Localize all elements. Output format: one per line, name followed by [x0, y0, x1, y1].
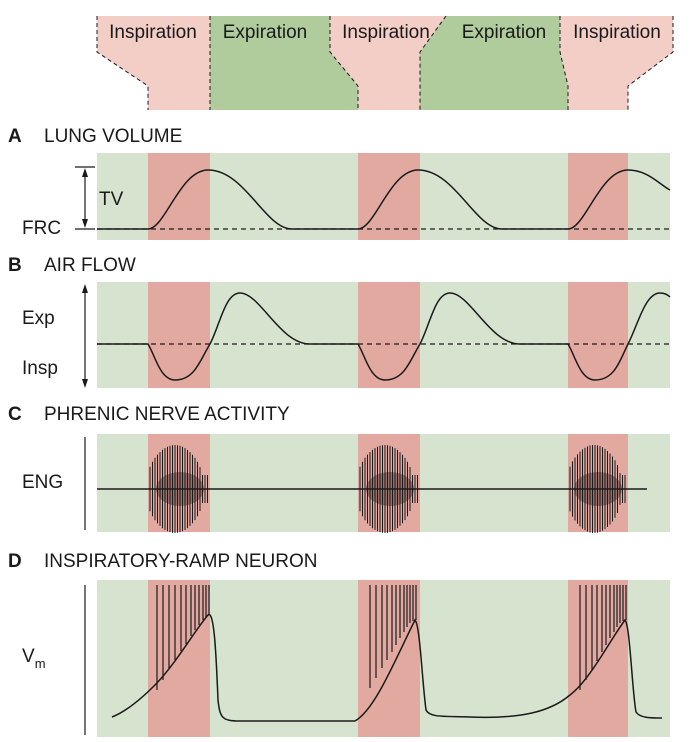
- air-flow-trace: [97, 292, 671, 381]
- lung-volume-trace: [97, 169, 671, 230]
- panel-b-insp-band-2: [358, 282, 420, 388]
- header-borders: [96, 15, 674, 110]
- panel-d-title: INSPIRATORY-RAMP NEURON: [44, 551, 317, 572]
- exp-label: Exp: [22, 308, 55, 329]
- tv-arrowhead-up: [82, 168, 88, 177]
- header-inspiration-3: [560, 16, 673, 110]
- vm-label: Vm: [22, 646, 46, 671]
- panel-c-title: PHRENIC NERVE ACTIVITY: [44, 404, 290, 425]
- header-label-inspiration-1: Inspiration: [109, 22, 197, 43]
- phase-header: Inspiration Expiration Inspiration Expir…: [96, 15, 674, 110]
- panel-a: A LUNG VOLUME TV FRC: [8, 126, 671, 240]
- border-3: [329, 16, 359, 110]
- flow-axis-arrow: [82, 284, 88, 388]
- panel-b: B AIR FLOW Exp Insp: [8, 255, 671, 388]
- panel-b-letter: B: [8, 255, 22, 276]
- header-inspiration-2: [330, 16, 446, 110]
- panel-a-insp-band-2: [358, 153, 420, 240]
- header-label-expiration-1: Expiration: [223, 22, 308, 43]
- ramp-spikes: [156, 585, 627, 690]
- insp-label: Insp: [22, 358, 58, 379]
- tv-bracket: [75, 166, 95, 230]
- header-inspiration-1: [97, 16, 210, 110]
- border-5: [559, 16, 569, 110]
- panel-d-insp-band-3: [568, 580, 628, 737]
- panel-a-letter: A: [8, 126, 22, 147]
- frc-label: FRC: [22, 218, 61, 239]
- panel-b-insp-band-3: [568, 282, 628, 388]
- header-label-expiration-2: Expiration: [462, 22, 547, 43]
- border-4: [419, 15, 447, 110]
- panel-c: C PHRENIC NERVE ACTIVITY ENG: [8, 404, 670, 533]
- panel-d-insp-band-1: [148, 580, 210, 737]
- eng-label: ENG: [22, 472, 63, 493]
- membrane-potential-trace: [111, 614, 663, 722]
- border-1: [96, 16, 149, 110]
- header-label-inspiration-2: Inspiration: [342, 22, 430, 43]
- panel-d: D INSPIRATORY-RAMP NEURON Vm: [8, 551, 670, 737]
- panel-a-title: LUNG VOLUME: [44, 126, 182, 147]
- header-label-inspiration-3: Inspiration: [573, 22, 661, 43]
- panel-a-insp-band-1: [148, 153, 210, 240]
- panel-d-letter: D: [8, 551, 22, 572]
- border-6: [627, 16, 674, 110]
- panel-b-title: AIR FLOW: [44, 255, 136, 276]
- panel-a-insp-band-3: [568, 153, 628, 240]
- header-expiration-1: [210, 16, 358, 110]
- panel-b-insp-band-1: [148, 282, 210, 388]
- panel-c-letter: C: [8, 404, 22, 425]
- tv-label: TV: [99, 189, 124, 210]
- tv-arrowhead-down: [82, 219, 88, 228]
- vm-label-main: V: [22, 646, 35, 667]
- flow-arrowhead-up: [82, 284, 88, 293]
- flow-arrowhead-down: [82, 379, 88, 388]
- vm-label-subscript: m: [35, 656, 46, 671]
- panel-d-insp-band-2: [358, 580, 420, 737]
- header-expiration-2: [420, 16, 568, 110]
